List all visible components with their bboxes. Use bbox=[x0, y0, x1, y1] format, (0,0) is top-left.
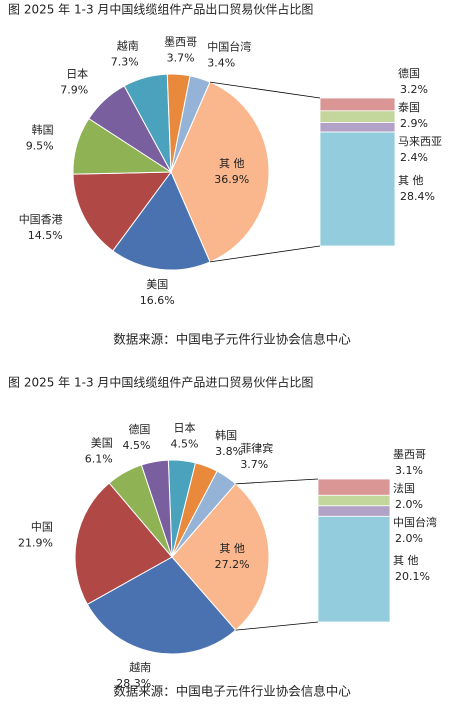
slice-value: 6.1% bbox=[85, 453, 113, 466]
bar-value: 3.1% bbox=[395, 464, 423, 477]
source-note: 数据来源：中国电子元件行业协会信息中心 bbox=[113, 332, 351, 347]
slice-label: 日本 bbox=[66, 66, 88, 80]
bar-segment bbox=[317, 515, 391, 623]
slice-label: 美国 bbox=[91, 437, 113, 450]
bar-label: 其 他 bbox=[398, 174, 424, 187]
bar-value: 28.4% bbox=[400, 190, 435, 203]
bar-label: 法国 bbox=[393, 481, 415, 495]
slice-label: 其 他 bbox=[219, 542, 245, 555]
pie-slice bbox=[171, 483, 270, 631]
bar-value: 2.0% bbox=[395, 498, 423, 511]
pie-slice bbox=[112, 171, 211, 271]
bar-label: 中国台湾 bbox=[393, 515, 437, 529]
slice-value: 28.3% bbox=[116, 677, 151, 690]
slice-value: 16.6% bbox=[140, 294, 175, 307]
bar-value: 20.1% bbox=[395, 570, 430, 583]
source-note: 数据来源：中国电子元件行业协会信息中心 bbox=[113, 684, 351, 699]
slice-label: 越南 bbox=[117, 38, 139, 52]
slice-value: 3.4% bbox=[207, 57, 235, 70]
bar-label: 其 他 bbox=[393, 554, 419, 567]
bar-segment bbox=[317, 494, 391, 507]
slice-label: 韩国 bbox=[215, 428, 237, 442]
bar-segment bbox=[319, 122, 396, 133]
bar-segment bbox=[319, 131, 396, 247]
connector-line bbox=[209, 245, 321, 263]
bar-value: 2.0% bbox=[395, 532, 423, 545]
pie-slice bbox=[140, 459, 173, 558]
slice-label: 越南 bbox=[129, 660, 151, 674]
connector-line bbox=[235, 478, 319, 485]
slice-value: 36.9% bbox=[214, 173, 249, 186]
bar-segment bbox=[319, 110, 396, 123]
pie-slice bbox=[74, 482, 173, 605]
bar-value: 2.9% bbox=[400, 117, 428, 130]
bar-label: 泰国 bbox=[398, 100, 420, 114]
slice-value: 7.9% bbox=[60, 83, 88, 96]
bar-label: 墨西哥 bbox=[393, 448, 426, 461]
pie-slice bbox=[170, 81, 270, 263]
pie-slice bbox=[166, 73, 191, 173]
slice-label: 墨西哥 bbox=[164, 35, 197, 48]
bar-segment bbox=[319, 97, 396, 112]
pie-slice bbox=[72, 171, 173, 252]
slice-label: 菲律宾 bbox=[240, 441, 273, 455]
slice-value: 4.5% bbox=[122, 439, 150, 452]
slice-value: 21.9% bbox=[18, 536, 53, 549]
bar-label: 马来西亚 bbox=[398, 135, 442, 148]
slice-label: 美国 bbox=[146, 278, 168, 291]
connector-line bbox=[235, 621, 319, 631]
pie-slice bbox=[86, 556, 237, 655]
slice-label: 德国 bbox=[128, 422, 150, 436]
connector-line bbox=[209, 81, 321, 99]
chart-title: 图 2025 年 1-3 月中国线缆组件产品出口贸易伙伴占比图 bbox=[8, 2, 313, 17]
chart-title: 图 2025 年 1-3 月中国线缆组件产品进口贸易伙伴占比图 bbox=[8, 375, 313, 390]
slice-label: 其 他 bbox=[219, 157, 245, 170]
slice-value: 3.8% bbox=[215, 445, 243, 458]
slice-value: 7.3% bbox=[111, 55, 139, 68]
slice-value: 14.5% bbox=[28, 229, 63, 242]
bar-value: 2.4% bbox=[400, 151, 428, 164]
slice-label: 中国台湾 bbox=[207, 40, 251, 54]
slice-label: 日本 bbox=[174, 421, 196, 435]
bar-segment bbox=[317, 478, 391, 496]
bar-value: 3.2% bbox=[400, 83, 428, 96]
slice-value: 3.7% bbox=[167, 51, 195, 64]
slice-value: 9.5% bbox=[26, 140, 54, 153]
slice-value: 27.2% bbox=[215, 558, 250, 571]
slice-label: 韩国 bbox=[32, 123, 54, 137]
slice-value: 3.7% bbox=[240, 458, 268, 471]
bar-segment bbox=[317, 505, 391, 517]
slice-label: 中国 bbox=[31, 520, 53, 533]
slice-value: 4.5% bbox=[171, 438, 199, 451]
slice-label: 中国香港 bbox=[19, 213, 63, 226]
bar-label: 德国 bbox=[398, 66, 420, 80]
